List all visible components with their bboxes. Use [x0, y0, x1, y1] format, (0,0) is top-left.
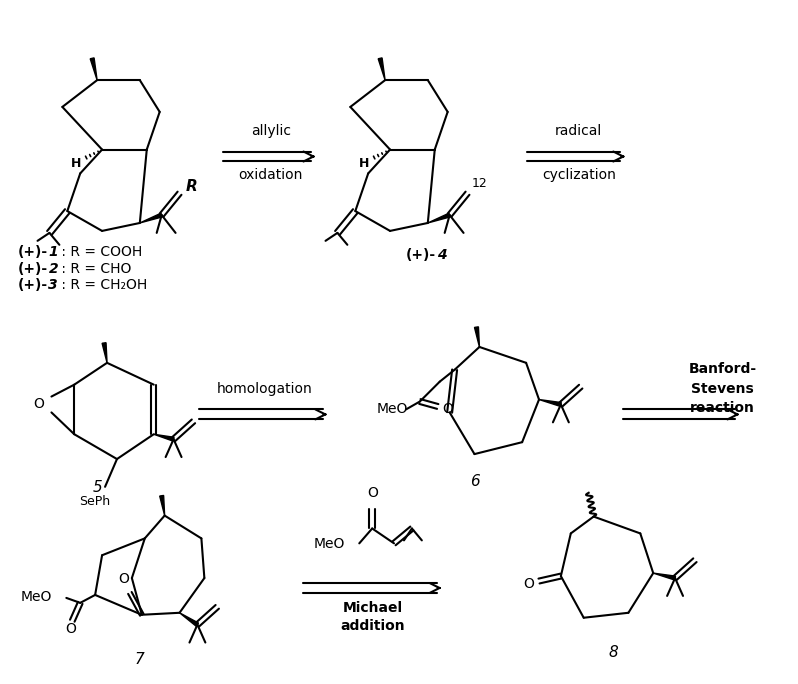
Polygon shape: [428, 213, 450, 223]
Text: (+)-: (+)-: [18, 261, 48, 276]
Text: oxidation: oxidation: [239, 168, 303, 183]
Text: 7: 7: [135, 653, 144, 668]
Text: Michael: Michael: [343, 601, 403, 615]
Text: R: R: [185, 179, 197, 194]
Polygon shape: [140, 213, 162, 223]
Text: 12: 12: [472, 177, 488, 190]
Text: (+)-: (+)-: [406, 248, 436, 262]
Text: 6: 6: [469, 474, 480, 489]
Text: Stevens: Stevens: [691, 382, 754, 395]
Text: 5: 5: [93, 479, 102, 495]
Text: : R = CHO: : R = CHO: [57, 261, 132, 276]
Polygon shape: [180, 613, 199, 627]
Text: cyclization: cyclization: [542, 168, 616, 183]
Text: allylic: allylic: [251, 124, 291, 137]
Text: (+)-: (+)-: [18, 278, 48, 293]
Text: O: O: [367, 486, 377, 500]
Text: : R = CH₂OH: : R = CH₂OH: [57, 278, 148, 293]
Text: reaction: reaction: [690, 402, 755, 415]
Polygon shape: [102, 343, 107, 363]
Text: O: O: [442, 402, 453, 417]
Text: 3: 3: [49, 278, 58, 293]
Text: O: O: [65, 622, 76, 635]
Polygon shape: [378, 58, 385, 80]
Polygon shape: [539, 399, 561, 406]
Polygon shape: [654, 573, 675, 580]
Text: MeO: MeO: [314, 538, 346, 551]
Text: MeO: MeO: [377, 402, 408, 417]
Text: (+)-: (+)-: [18, 245, 48, 259]
Text: 8: 8: [609, 646, 618, 661]
Text: radical: radical: [555, 124, 602, 137]
Polygon shape: [90, 58, 97, 80]
Text: H: H: [71, 157, 81, 170]
Polygon shape: [154, 434, 174, 441]
Text: O: O: [33, 397, 44, 412]
Text: H: H: [359, 157, 369, 170]
Text: O: O: [118, 572, 129, 586]
Text: : R = COOH: : R = COOH: [57, 245, 143, 259]
Text: SePh: SePh: [80, 495, 111, 508]
Polygon shape: [475, 327, 480, 347]
Text: addition: addition: [341, 618, 405, 633]
Text: Banford-: Banford-: [689, 362, 757, 376]
Text: homologation: homologation: [217, 382, 313, 395]
Text: 2: 2: [49, 261, 58, 276]
Text: O: O: [523, 577, 535, 591]
Text: 1: 1: [49, 245, 58, 259]
Polygon shape: [160, 495, 164, 516]
Text: MeO: MeO: [21, 590, 53, 604]
Text: 4: 4: [437, 248, 446, 262]
